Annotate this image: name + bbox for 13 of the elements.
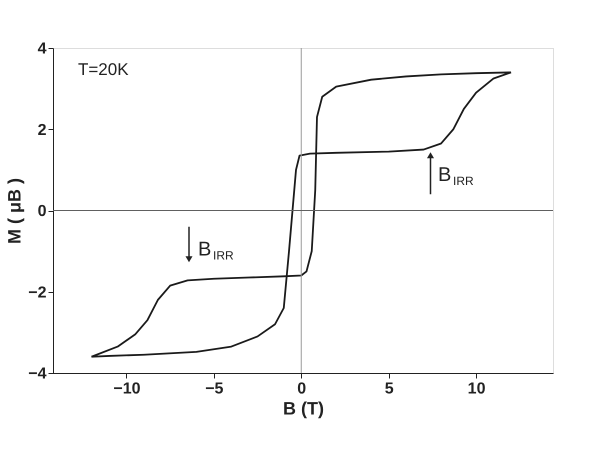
- x-tick-label: 5: [384, 380, 394, 398]
- y-tick-label: −2: [28, 284, 47, 302]
- y-tick-label: 0: [38, 203, 47, 220]
- y-tick-label: 4: [38, 40, 47, 58]
- y-axis-title: M ( μB ): [4, 178, 24, 244]
- x-axis-title: B (T): [283, 398, 324, 418]
- x-tick-label: −5: [205, 380, 224, 398]
- y-tick-label: −4: [28, 366, 47, 382]
- annotation: T=20K: [78, 60, 130, 79]
- x-tick-label: 0: [297, 380, 306, 398]
- y-tick-label: 2: [38, 122, 47, 139]
- x-tick-label: −10: [113, 380, 141, 398]
- x-tick-label: 10: [468, 380, 486, 398]
